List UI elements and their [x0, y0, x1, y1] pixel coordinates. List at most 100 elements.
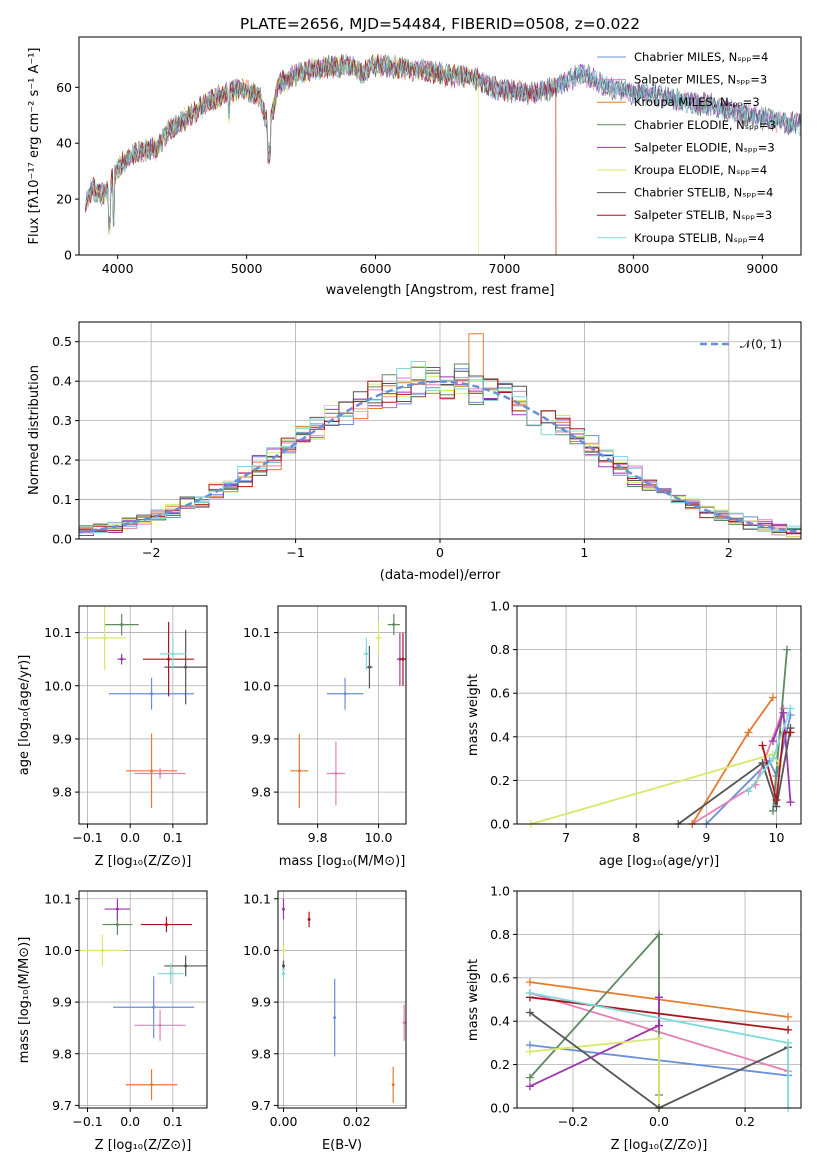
age-vs-metallicity-xtick-label-1: 0.0: [120, 830, 140, 845]
weight-vs-metallicity-marker-salpeter_elodie-0: [525, 1082, 534, 1091]
mass-vs-ebv-ytick-label-3: 10.0: [243, 943, 271, 958]
weight-vs-age-panel: 7 8 9 10 0.0 0.2 0.4 0.6 0.8 1.0 age [log₁₀(age/y…: [466, 599, 802, 869]
weight-vs-age-marker-salpeter_elodie-0: [768, 737, 777, 746]
age-vs-mass-series-layer: [290, 613, 406, 809]
spectrum-xtick-label-1: 5000: [231, 261, 263, 276]
weight-vs-metallicity-ytick-label-3: 0.6: [490, 970, 510, 985]
weight-vs-age-xlabel: age [log₁₀(age/yr)]: [599, 854, 720, 869]
age-vs-metallicity-series-layer: [83, 606, 207, 809]
mass-vs-metallicity-xtick-label-1: 0.0: [120, 1114, 140, 1129]
weight-vs-metallicity-line-salpeter_stelib: [529, 996, 789, 1031]
age-vs-metallicity-ytick-label-3: 10.1: [44, 625, 72, 640]
spectrum-ytick-label-1: 20: [56, 192, 72, 207]
age-vs-metallicity-xtick-label-0: −0.1: [72, 830, 102, 845]
weight-vs-metallicity-marker-kroupa_miles-0: [525, 978, 534, 987]
mass-vs-metallicity-ytick-label-1: 9.8: [52, 1046, 72, 1061]
spectrum-legend-label-chabrier_elodie: Chabrier ELODIE, Nₛₚₚ=3: [634, 118, 776, 132]
weight-vs-metallicity-line-kroupa_elodie: [529, 1037, 660, 1108]
age-vs-mass-point-kroupa_elodie: [377, 636, 381, 640]
mass-vs-ebv-point-kroupa_stelib: [281, 972, 285, 976]
spectrum-frame: [78, 36, 802, 256]
spectrum-series-chabrier_stelib: [85, 54, 802, 229]
residuals-ytick-label-3: 0.3: [52, 413, 72, 428]
weight-vs-metallicity-marker-salpeter_elodie-1: [655, 1021, 663, 1030]
residuals-normal-curve: [78, 380, 802, 534]
spectrum-legend-label-salpeter_stelib: Salpeter STELIB, Nₛₚₚ=3: [634, 208, 772, 222]
spectrum-ytick-label-0: 0: [64, 248, 72, 263]
weight-vs-age-xtick-label-0: 7: [562, 830, 570, 845]
weight-vs-age-marker-chabrier_elodie-1: [782, 645, 791, 654]
weight-vs-age-marker-salpeter_stelib-3: [786, 728, 795, 737]
age-vs-metallicity-ytick-label-2: 10.0: [44, 678, 72, 693]
weight-vs-age-frame: [516, 605, 802, 825]
weight-vs-metallicity-marker-kroupa_elodie-1: [655, 1034, 663, 1043]
mass-vs-metallicity-ylabel: mass [log₁₀(M/M⊙)]: [17, 937, 32, 1064]
residuals-histogram-kroupa_stelib: [79, 361, 801, 533]
weight-vs-age-marker-kroupa_miles-2: [768, 693, 777, 702]
mass-vs-metallicity-point-salpeter_elodie: [115, 907, 119, 911]
mass-vs-metallicity-point-chabrier_stelib: [184, 964, 188, 968]
age-vs-mass-point-salpeter_miles: [334, 771, 338, 775]
age-vs-metallicity-ytick-label-1: 9.9: [52, 731, 72, 746]
age-vs-metallicity-frame: [78, 605, 208, 825]
mass-vs-ebv-point-salpeter_elodie: [281, 907, 285, 911]
residuals-frame: [78, 321, 802, 540]
age-vs-metallicity-axes-layer: −0.1 0.0 0.1 9.8 9.9 10.0 10.1: [44, 606, 207, 845]
weight-vs-metallicity-ylabel: mass weight: [466, 959, 481, 1041]
weight-vs-age-ylabel: mass weight: [466, 674, 481, 756]
weight-vs-age-ytick-label-5: 1.0: [490, 599, 510, 614]
residuals-histogram-chabrier_stelib: [79, 370, 801, 533]
residuals-xtick-label-1: −1: [286, 545, 304, 560]
residuals-xtick-label-4: 2: [725, 545, 733, 560]
weight-vs-metallicity-marker-salpeter_elodie-2: [655, 993, 663, 1002]
age-vs-metallicity-point-salpeter_miles: [158, 771, 162, 775]
mass-vs-ebv-axes-layer: 0.00 0.02 9.7 9.8 9.9 10.0 10.1: [243, 891, 406, 1129]
age-vs-mass-panel: 9.8 10.0 9.8 9.9 10.0 10.1 mass [log₁₀(M/M⊙)]: [243, 605, 407, 869]
age-vs-metallicity-xlabel: Z [log₁₀(Z/Z⊙)]: [95, 854, 192, 869]
mass-vs-ebv-point-kroupa_elodie: [281, 948, 285, 952]
residuals-series-layer: [78, 333, 802, 538]
mass-vs-ebv-ytick-label-1: 9.8: [251, 1046, 271, 1061]
weight-vs-metallicity-ytick-label-1: 0.2: [490, 1057, 510, 1072]
weight-vs-age-line-chabrier_stelib: [677, 727, 792, 825]
weight-vs-metallicity-xtick-label-0: −0.2: [558, 1114, 588, 1129]
age-vs-metallicity-point-chabrier_stelib: [184, 665, 188, 669]
age-vs-metallicity-ylabel: age [log₁₀(age/yr)]: [17, 655, 32, 776]
spectrum-xtick-label-5: 9000: [746, 261, 778, 276]
age-vs-mass-ytick-label-2: 10.0: [243, 678, 271, 693]
weight-vs-age-ytick-label-4: 0.8: [490, 642, 510, 657]
weight-vs-age-marker-kroupa_stelib-0: [744, 787, 753, 796]
weight-vs-age-line-chabrier_miles: [705, 714, 792, 825]
age-vs-metallicity-ytick-label-0: 9.8: [52, 785, 72, 800]
mass-vs-ebv-xtick-label-1: 0.02: [343, 1114, 371, 1129]
age-vs-mass-xtick-label-0: 9.8: [308, 830, 328, 845]
age-vs-metallicity-point-chabrier_miles: [150, 692, 154, 696]
spectrum-legend-label-kroupa_elodie: Kroupa ELODIE, Nₛₚₚ=4: [634, 163, 767, 177]
mass-vs-ebv-point-chabrier_miles: [333, 1016, 337, 1020]
mass-vs-metallicity-xtick-label-2: 0.1: [163, 1114, 183, 1129]
weight-vs-metallicity-ytick-label-5: 1.0: [490, 884, 510, 899]
spectrum-legend-label-salpeter_miles: Salpeter MILES, Nₛₚₚ=3: [634, 73, 767, 87]
weight-vs-metallicity-xtick-label-2: 0.2: [735, 1114, 755, 1129]
weight-vs-age-ytick-label-2: 0.4: [490, 729, 510, 744]
residuals-xtick-label-2: 0: [436, 545, 444, 560]
age-vs-metallicity-point-salpeter_elodie: [120, 657, 124, 661]
mass-vs-metallicity-axes-layer: −0.1 0.0 0.1 9.7 9.8 9.9 10.0 10.1: [44, 891, 207, 1129]
mass-vs-ebv-series-layer: [281, 898, 406, 1103]
weight-vs-metallicity-frame: [516, 890, 802, 1109]
weight-vs-metallicity-marker-kroupa_miles-1: [784, 1012, 793, 1021]
residuals-ytick-label-5: 0.5: [52, 334, 72, 349]
mass-vs-metallicity-panel: −0.1 0.0 0.1 9.7 9.8 9.9 10.0 10.1 Z [log₁₀(Z/Z…: [17, 890, 208, 1153]
residuals-legend-label: 𝒩(0, 1): [740, 337, 782, 351]
spectrum-title: PLATE=2656, MJD=54484, FIBERID=0508, z=0…: [240, 15, 640, 33]
weight-vs-age-marker-salpeter_elodie-2: [786, 798, 795, 807]
mass-vs-ebv-panel: 0.00 0.02 9.7 9.8 9.9 10.0 10.1 E(B-V): [243, 890, 407, 1153]
weight-vs-metallicity-xlabel: Z [log₁₀(Z/Z⊙)]: [611, 1138, 708, 1153]
spectrum-xtick-label-4: 8000: [617, 261, 649, 276]
spectrum-legend-label-kroupa_stelib: Kroupa STELIB, Nₛₚₚ=4: [634, 231, 765, 245]
mass-vs-metallicity-series-layer: [81, 898, 207, 1101]
weight-vs-metallicity-marker-chabrier_stelib-0: [525, 1008, 534, 1017]
mass-vs-ebv-point-salpeter_stelib: [307, 917, 311, 921]
mass-vs-ebv-point-salpeter_miles: [402, 1021, 406, 1025]
